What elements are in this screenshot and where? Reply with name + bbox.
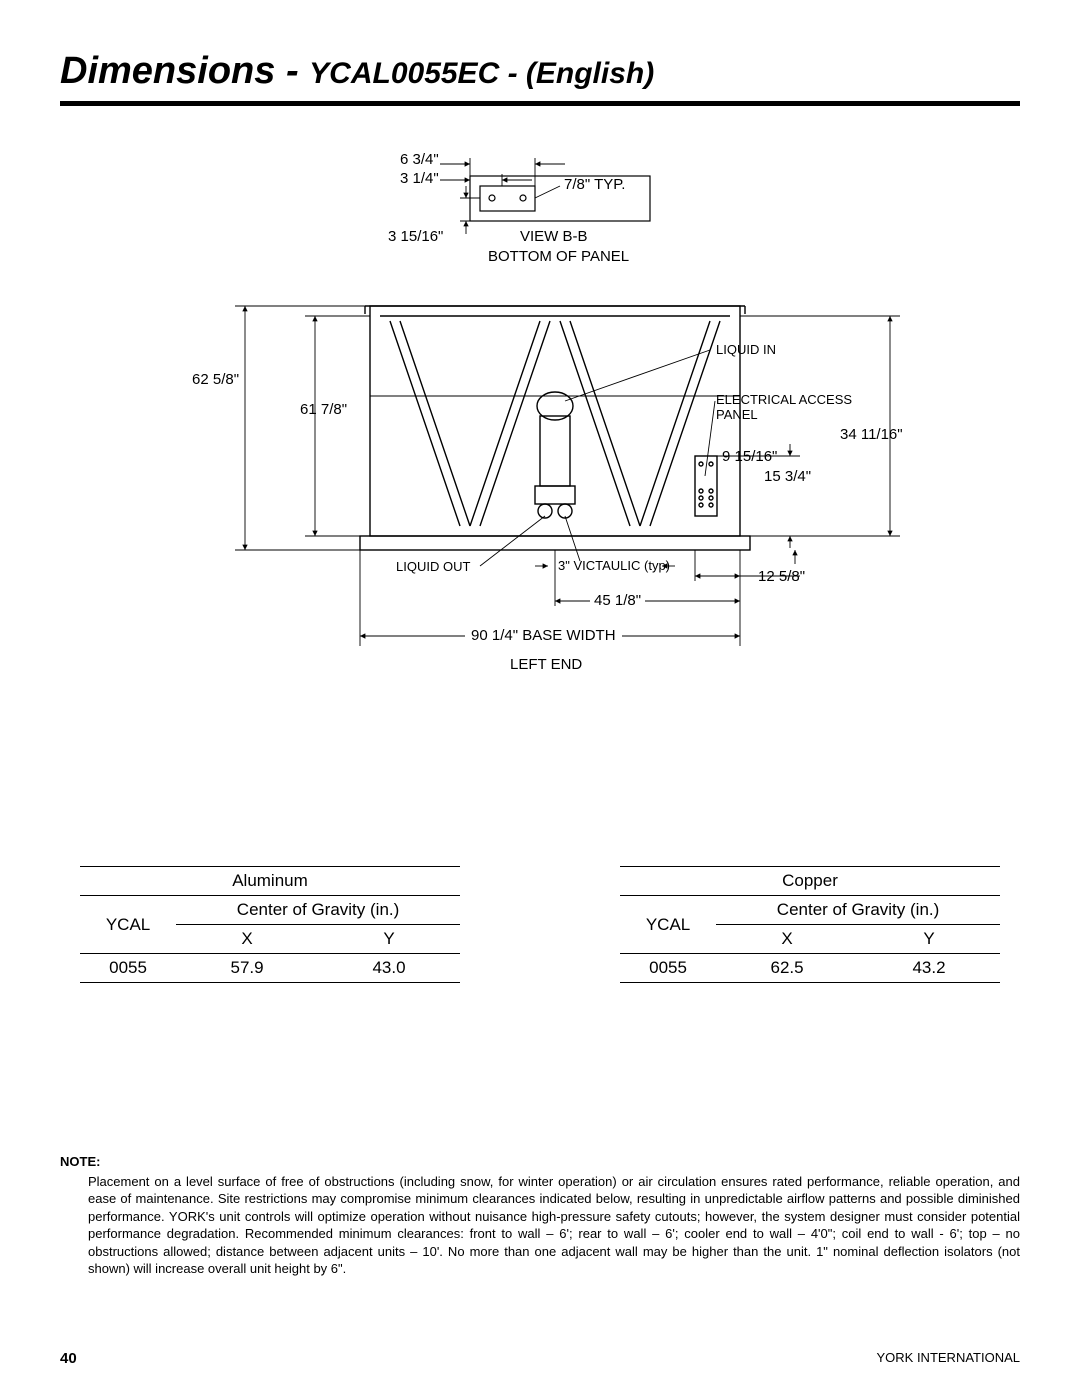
title-main: Dimensions - xyxy=(60,50,309,92)
dim-34-1116: 34 11/16" xyxy=(840,426,903,443)
dim-3-1516: 3 15/16" xyxy=(388,228,443,245)
dim-9-1516: 9 15/16" xyxy=(722,448,777,465)
dim-12-58: 12 5/8" xyxy=(758,568,805,585)
cell-y: 43.2 xyxy=(858,954,1000,983)
note-block: NOTE: Placement on a level surface of fr… xyxy=(60,1153,1020,1278)
col-y: Y xyxy=(858,925,1000,954)
dim-base-width: 90 1/4" BASE WIDTH xyxy=(465,627,622,644)
note-label: NOTE: xyxy=(60,1153,1020,1171)
table-copper: Copper YCAL Center of Gravity (in.) X Y … xyxy=(620,866,1000,983)
page-title-block: Dimensions - YCAL0055EC - (English) xyxy=(60,50,1020,106)
dim-3-14: 3 1/4" xyxy=(400,170,439,187)
page-number: 40 xyxy=(60,1350,77,1367)
cell-model: 0055 xyxy=(80,954,176,983)
col-x: X xyxy=(716,925,858,954)
col-cog: Center of Gravity (in.) xyxy=(716,896,1000,925)
table-row: 0055 62.5 43.2 xyxy=(620,954,1000,983)
dim-6-34: 6 3/4" xyxy=(400,151,439,168)
company-name: YORK INTERNATIONAL xyxy=(876,1350,1020,1367)
label-panel: PANEL xyxy=(716,407,758,422)
cell-y: 43.0 xyxy=(318,954,460,983)
table-row: 0055 57.9 43.0 xyxy=(80,954,460,983)
dim-15-34: 15 3/4" xyxy=(764,468,811,485)
col-ycal: YCAL xyxy=(80,896,176,954)
dim-45-18: 45 1/8" xyxy=(590,592,645,609)
dimension-diagram: 6 3/4" 3 1/4" 7/8" TYP. 3 15/16" VIEW B-… xyxy=(140,146,940,716)
table-title: Copper xyxy=(620,867,1000,896)
label-liquid-out: LIQUID OUT xyxy=(396,559,470,574)
col-y: Y xyxy=(318,925,460,954)
table-title: Aluminum xyxy=(80,867,460,896)
col-x: X xyxy=(176,925,318,954)
label-elec-access: ELECTRICAL ACCESS xyxy=(716,392,852,407)
page-footer: 40 YORK INTERNATIONAL xyxy=(60,1350,1020,1367)
cell-x: 57.9 xyxy=(176,954,318,983)
cog-tables-row: Aluminum YCAL Center of Gravity (in.) X … xyxy=(80,866,1000,983)
label-left-end: LEFT END xyxy=(510,656,582,673)
col-cog: Center of Gravity (in.) xyxy=(176,896,460,925)
title-sub: YCAL0055EC - (English) xyxy=(309,57,654,90)
dim-7-8-typ: 7/8" TYP. xyxy=(564,176,625,193)
cell-x: 62.5 xyxy=(716,954,858,983)
cell-model: 0055 xyxy=(620,954,716,983)
note-body: Placement on a level surface of free of … xyxy=(60,1173,1020,1278)
dim-62-58: 62 5/8" xyxy=(192,371,239,388)
col-ycal: YCAL xyxy=(620,896,716,954)
dim-61-78: 61 7/8" xyxy=(300,401,347,418)
label-liquid-in: LIQUID IN xyxy=(716,342,776,357)
label-view-bb: VIEW B-B xyxy=(520,228,588,245)
label-bottom-panel: BOTTOM OF PANEL xyxy=(488,248,629,265)
label-victaulic: 3" VICTAULIC (typ) xyxy=(558,558,670,573)
table-aluminum: Aluminum YCAL Center of Gravity (in.) X … xyxy=(80,866,460,983)
